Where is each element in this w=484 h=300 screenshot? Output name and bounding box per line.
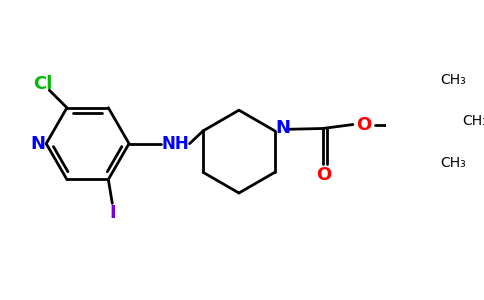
Text: CH₃: CH₃ (440, 73, 466, 87)
Text: O: O (356, 116, 372, 134)
Text: Cl: Cl (33, 75, 53, 93)
Text: O: O (317, 167, 332, 184)
Text: CH₃: CH₃ (462, 113, 484, 128)
Text: N: N (275, 119, 290, 137)
Text: I: I (109, 204, 116, 222)
Text: NH: NH (161, 135, 189, 153)
Text: N: N (30, 135, 45, 153)
Text: CH₃: CH₃ (440, 156, 466, 170)
